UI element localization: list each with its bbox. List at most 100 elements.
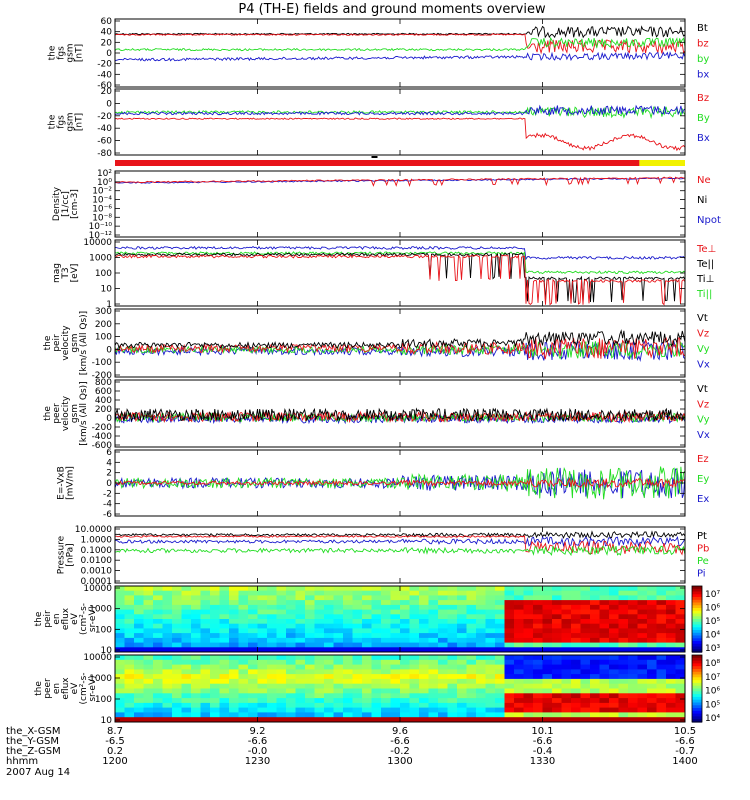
panel-density-ytick: 10⁻¹⁰	[89, 222, 113, 232]
panel-temperature-line-blue	[115, 245, 685, 261]
panel-peir-spectrogram-ylabel-line: eflux	[61, 607, 71, 630]
panel-peir-spectrogram-ylabel-line: peir	[43, 610, 53, 628]
panel-peer-spectrogram-ylabel-line: en	[52, 683, 62, 694]
panel-peer-spectrogram-ylabel-line: peer	[43, 678, 53, 699]
panel-temperature-legend-1: Te||	[696, 259, 714, 270]
panel-density-legend-1: Ni	[697, 195, 707, 206]
panel-efield-ylabel-line: E=-VxB	[57, 466, 67, 500]
panel-peer-spectrogram-colorbar-tick: 10⁵	[705, 700, 720, 710]
panel-peer-spectrogram-ylabel-line: eV	[70, 682, 80, 695]
panel-fgs-gsm-ylabel-line: the	[48, 45, 58, 60]
panel-fgs-gsm-series	[115, 25, 685, 62]
axis-row-value: -0.7	[675, 746, 695, 757]
panel-velocity-peir-line-red	[115, 336, 685, 360]
panel-temperature-ytick: 10	[101, 285, 113, 295]
panel-fgs-gsm-ytick: 60	[101, 17, 113, 27]
panel-temperature: Te⊥ Te|| Ti⊥ Ti|| 10000 1000 100 10 1 mag T3 [eV]	[52, 238, 716, 310]
panel-peer-spectrogram-colorbar-tick: 10⁴	[705, 714, 720, 724]
panel-density-ytick: 10⁻¹²	[89, 231, 113, 241]
panel-velocity-peir-ylabel-line: peir	[52, 334, 62, 352]
panel-fgs-gsm-boost-ytick: -60	[97, 137, 112, 147]
panel-fgs-gsm-boost-legend-0: Bz	[697, 93, 709, 104]
panel-fgs-gsm-legend-0: Bt	[697, 23, 708, 34]
panel-temperature-ytick: 10000	[83, 238, 112, 248]
panel-velocity-peer-ytick: 0	[106, 414, 112, 424]
panel-fgs-gsm-boost-ytick: -80	[97, 149, 112, 159]
panel-efield-ytick: -2	[103, 489, 112, 499]
panel-peer-spectrogram-ytick: 10000	[83, 653, 112, 663]
panel-velocity-peer-ytick: 800	[95, 378, 112, 388]
axis-row-value: -0.4	[533, 746, 553, 757]
panel-fgs-gsm-boost-ylabel-line: [nT]	[75, 113, 85, 131]
panel-efield-line-red	[115, 477, 685, 489]
panel-velocity-peir-legend-3: Vx	[697, 360, 710, 371]
bottom-axis: the_X-GSM 8.7 9.2 9.6 10.1 10.5 the_Y-GSM -6.5 -…	[6, 726, 698, 778]
panel-velocity-peer-series	[115, 407, 685, 425]
panel-peir-spectrogram-colorbar-tick: 10⁷	[705, 590, 720, 600]
panel-temperature-ytick: 100	[95, 269, 112, 279]
panel-density-series	[115, 176, 685, 187]
panel-velocity-peir-legend-0: Vt	[697, 313, 708, 324]
panel-velocity-peir-legend-2: Vy	[697, 344, 710, 355]
axis-row-value: 1330	[530, 756, 555, 767]
panel-pressure-ytick: 0.0001	[81, 577, 113, 587]
panel-density-ylabel-line: [1/cc]	[61, 191, 71, 217]
panel-temperature-ylabel-line: mag	[52, 263, 62, 283]
panel-velocity-peir-line-green	[115, 341, 685, 360]
panel-fgs-gsm-boost-ytick: -20	[97, 112, 112, 122]
axis-row-value: 10.5	[674, 726, 696, 737]
panel-pressure-legend-3: Pi	[697, 569, 706, 580]
panel-peir-spectrogram-ylabel-line: (cm²-s-	[79, 603, 89, 635]
panel-pressure-legend-2: Pe	[697, 556, 709, 567]
panel-efield-ytick: 6	[106, 448, 112, 458]
panel-temperature-ytick: 1	[106, 300, 112, 310]
panel-efield-ytick: 0	[106, 479, 112, 489]
axis-row-value: -6.6	[533, 736, 553, 747]
panel-temperature-ytick: 1000	[89, 254, 112, 264]
axis-row-value: 9.6	[392, 726, 408, 737]
panel-peer-spectrogram-ylabel-line: eflux	[61, 677, 71, 700]
panel-fgs-gsm-ytick: 20	[101, 38, 113, 48]
panel-efield-legend-1: Ey	[697, 474, 709, 485]
panel-fgs-gsm-line-black	[115, 25, 685, 39]
panel-pressure-legend-0: Pt	[697, 531, 707, 542]
axis-row-value: 1200	[102, 756, 127, 767]
panel-velocity-peir-ytick: 200	[95, 320, 112, 330]
panel-fgs-gsm-boost-ylabel-line: gsm	[66, 112, 76, 131]
axis-row-value: -6.6	[248, 736, 268, 747]
panel-fgs-gsm-boost-legend-2: Bx	[697, 133, 710, 144]
panel-velocity-peir-ylabel-line: [km/s (All Qs)]	[79, 311, 89, 375]
panel-velocity-peer-ytick: 200	[95, 405, 112, 415]
panel-density-ytick: 10⁻⁶	[92, 204, 112, 214]
panel-peer-spectrogram-cells	[115, 655, 685, 722]
axis-row-value: -6.5	[105, 736, 125, 747]
panel-pressure-ylabel-line: Pressure	[57, 535, 67, 574]
panel-fgs-gsm-boost-line-red	[115, 117, 685, 152]
panel-velocity-peer-ylabel-line: [km/s (All Qs)]	[79, 381, 89, 445]
axis-row-value: -0.2	[390, 746, 410, 757]
panel-pressure-ytick: 0.0010	[81, 567, 113, 577]
panel-pressure-ytick: 0.0100	[81, 556, 113, 566]
panel-pressure-line-red	[115, 535, 685, 556]
panel-peir-spectrogram-ylabel-line: the	[34, 611, 44, 626]
panel-fgs-gsm-boost-series	[115, 104, 685, 152]
panel-fgs-gsm-ytick: 0	[106, 49, 112, 59]
panel-peir-spectrogram-ytick: 100	[95, 625, 112, 635]
panel-velocity-peer-ytick: -400	[92, 432, 113, 442]
panel-fgs-gsm-legend-2: by	[697, 54, 709, 65]
panel-velocity-peer-ylabel-line: the	[43, 406, 53, 421]
panel-density-ytick: 10⁰	[97, 178, 112, 188]
panel-pressure-ylabel-line: [nPa]	[66, 543, 76, 566]
axis-row-value: 0.2	[107, 746, 123, 757]
panel-pressure-legend-1: Pb	[697, 544, 709, 555]
panel-velocity-peir-ytick: 0	[106, 345, 112, 355]
panel-pressure-line-black	[115, 530, 685, 539]
panel-fgs-gsm-ytick: 40	[101, 28, 113, 38]
axis-row-label: the_X-GSM	[6, 726, 60, 737]
panel-fgs-gsm-legend-3: bx	[697, 70, 709, 81]
panel-density-legend-0: Ne	[697, 175, 711, 186]
axis-row-value: 1400	[672, 756, 697, 767]
